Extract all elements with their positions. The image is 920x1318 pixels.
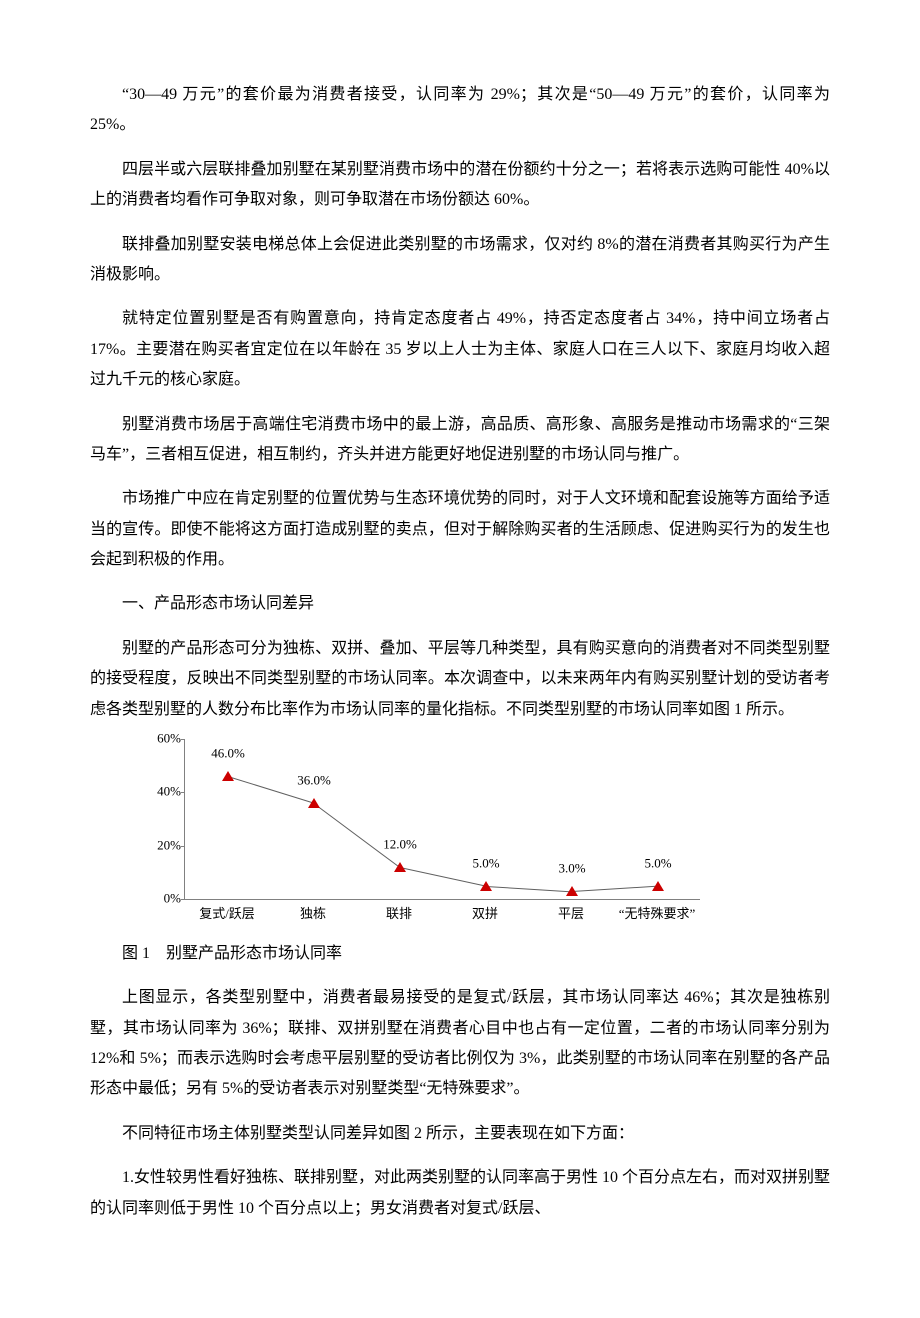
chart-data-label: 36.0% [297, 768, 331, 793]
triangle-icon [308, 798, 320, 808]
paragraph: 市场推广中应在肯定别墅的位置优势与生态环境优势的同时，对于人文环境和配套设施等方… [90, 484, 830, 575]
chart-marker [480, 881, 492, 891]
chart-marker [308, 798, 320, 808]
paragraph: 别墅消费市场居于高端住宅消费市场中的最上游，高品质、高形象、高服务是推动市场需求… [90, 410, 830, 471]
paragraph: 联排叠加别墅安装电梯总体上会促进此类别墅的市场需求，仅对约 8%的潜在消费者其购… [90, 230, 830, 291]
chart-data-label: 46.0% [211, 742, 245, 767]
chart-ytick-label: 0% [141, 887, 181, 912]
chart-xtick-label: “无特殊要求” [614, 906, 700, 923]
chart-line-segment [486, 886, 572, 892]
paragraph: 1.女性较男性看好独栋、联排别墅，对此两类别墅的认同率高于男性 10 个百分点左… [90, 1163, 830, 1224]
triangle-icon [394, 862, 406, 872]
paragraph: “30—49 万元”的套价最为消费者接受，认同率为 29%；其次是“50—49 … [90, 80, 830, 141]
chart-x-labels: 复式/跃层独栋联排双拼平层“无特殊要求” [184, 906, 700, 923]
chart-xtick-label: 联排 [356, 906, 442, 923]
chart-marker [222, 771, 234, 781]
paragraph: 不同特征市场主体别墅类型认同差异如图 2 所示，主要表现在如下方面： [90, 1119, 830, 1149]
chart-ytick-label: 40% [141, 780, 181, 805]
chart-data-label: 3.0% [558, 856, 585, 881]
paragraph: 就特定位置别墅是否有购置意向，持肯定态度者占 49%，持否定态度者占 34%，持… [90, 304, 830, 395]
chart-plot-area: 0%20%40%60%46.0%36.0%12.0%5.0%3.0%5.0% [184, 739, 700, 900]
triangle-icon [222, 771, 234, 781]
chart-xtick-label: 独栋 [270, 906, 356, 923]
figure-caption: 图 1 别墅产品形态市场认同率 [90, 939, 830, 969]
chart-ytick-label: 60% [141, 727, 181, 752]
triangle-icon [566, 886, 578, 896]
chart-xtick-label: 双拼 [442, 906, 528, 923]
paragraph: 上图显示，各类型别墅中，消费者最易接受的是复式/跃层，其市场认同率达 46%；其… [90, 983, 830, 1105]
chart-xtick-label: 平层 [528, 906, 614, 923]
chart-marker [566, 886, 578, 896]
triangle-icon [652, 881, 664, 891]
paragraph: 四层半或六层联排叠加别墅在某别墅消费市场中的潜在份额约十分之一；若将表示选购可能… [90, 155, 830, 216]
chart-data-label: 5.0% [644, 851, 671, 876]
chart-marker [394, 862, 406, 872]
chart-data-label: 5.0% [472, 851, 499, 876]
chart-data-label: 12.0% [383, 832, 417, 857]
triangle-icon [480, 881, 492, 891]
chart-line-segment [572, 886, 658, 892]
chart-marker [652, 881, 664, 891]
figure-1: 0%20%40%60%46.0%36.0%12.0%5.0%3.0%5.0% 复… [140, 739, 700, 923]
paragraph: 别墅的产品形态可分为独栋、双拼、叠加、平层等几种类型，具有购买意向的消费者对不同… [90, 634, 830, 725]
chart-xtick-label: 复式/跃层 [184, 906, 270, 923]
section-heading: 一、产品形态市场认同差异 [90, 589, 830, 619]
chart-ytick-label: 20% [141, 833, 181, 858]
